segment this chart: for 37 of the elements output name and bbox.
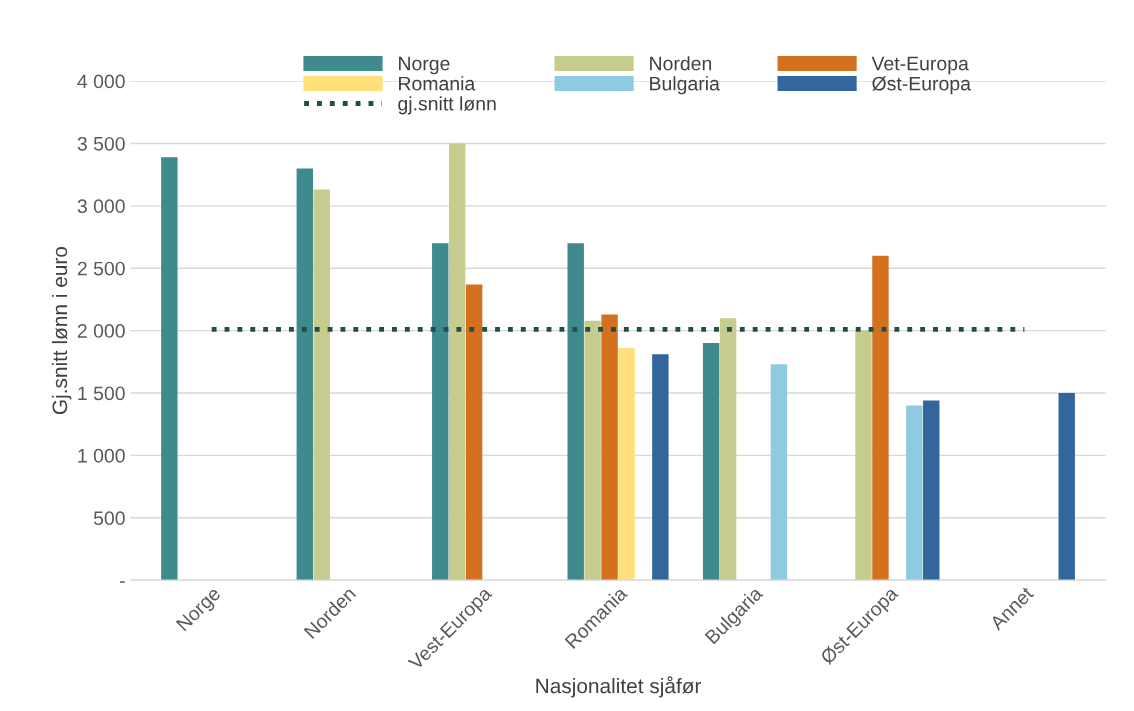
legend-label: Norge	[399, 56, 450, 75]
y-tick-label: 500	[93, 511, 125, 526]
legend-label: gj.snitt lønn	[398, 96, 496, 115]
bar	[719, 318, 737, 581]
bar	[872, 255, 889, 581]
y-axis-title: Gj.snitt lønn i euro	[51, 246, 72, 415]
y-tick-label: -	[119, 581, 125, 583]
bar	[923, 400, 940, 581]
bar	[855, 330, 872, 581]
bar	[1058, 393, 1075, 581]
legend-label: Bulgaria	[650, 76, 720, 95]
bar	[465, 284, 483, 581]
bar	[448, 143, 466, 581]
y-tick-label: 3 000	[77, 199, 125, 214]
x-axis-title: Nasjonalitet sjåfør	[536, 676, 702, 698]
bar	[702, 343, 720, 581]
bar	[601, 314, 618, 581]
y-tick-label: 3 500	[77, 136, 125, 151]
y-tick-label: 2 500	[77, 261, 125, 276]
legend-label: Vet-Europa	[871, 56, 969, 75]
y-tick-label: 1 500	[78, 386, 125, 401]
bar	[906, 405, 923, 581]
bar	[652, 354, 669, 581]
legend-label: Øst-Europa	[872, 76, 971, 95]
legend-label: Norden	[650, 56, 712, 71]
y-tick-label: 4 000	[77, 74, 125, 89]
bar	[770, 364, 788, 581]
bar	[618, 348, 635, 581]
bar	[313, 189, 330, 581]
y-tick-label: 2 000	[77, 324, 125, 338]
bar	[432, 243, 449, 581]
bar	[584, 320, 601, 581]
legend-label: Romania	[399, 76, 476, 91]
bar	[161, 157, 178, 581]
bar	[567, 243, 584, 581]
y-tick-label: 1 000	[78, 448, 125, 463]
bar	[296, 168, 314, 581]
